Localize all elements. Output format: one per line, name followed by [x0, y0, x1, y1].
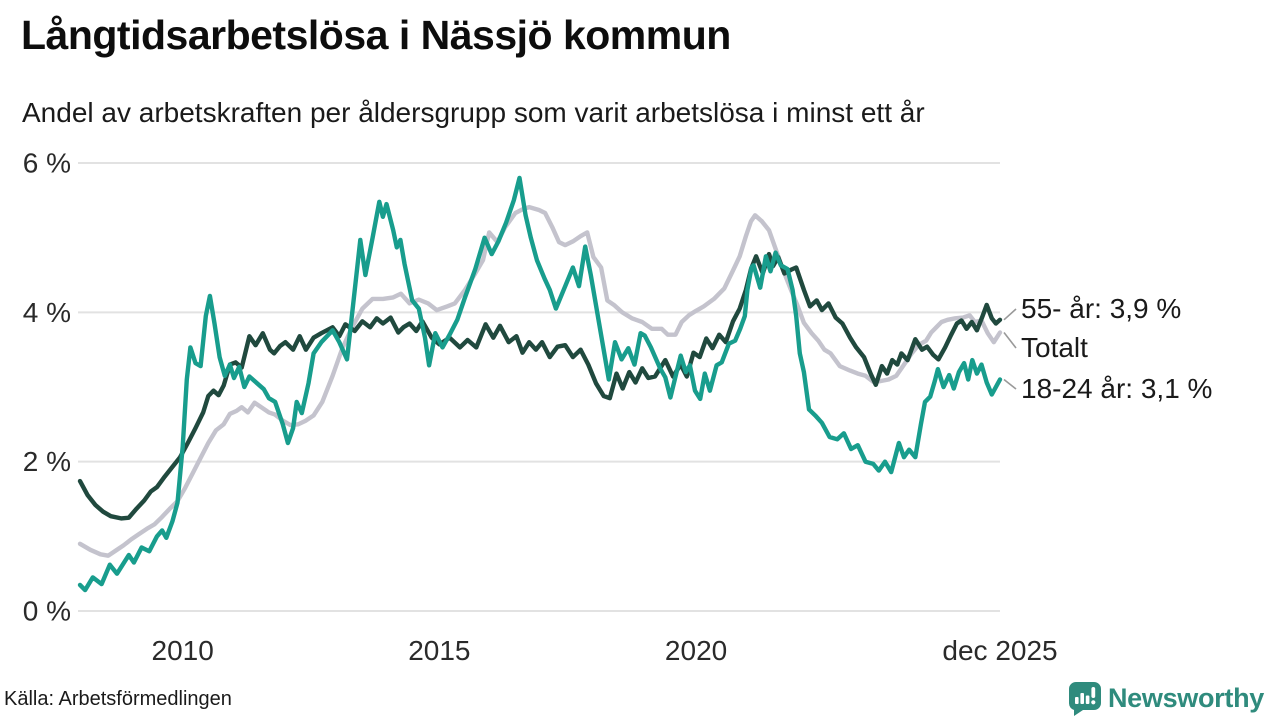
leader-line-55plus [1003, 308, 1017, 321]
series-end-label-1824: 18-24 år: 3,1 % [1021, 373, 1212, 404]
series-line-1824 [77, 175, 1003, 593]
y-tick-label: 0 % [23, 596, 71, 627]
x-tick-label: 2010 [152, 635, 214, 666]
source-attribution: Källa: Arbetsförmedlingen [4, 688, 232, 710]
chart-subtitle: Andel av arbetskraften per åldersgrupp s… [22, 97, 925, 128]
y-tick-label: 6 % [23, 148, 71, 179]
x-tick-label: 2015 [408, 635, 470, 666]
series-line-totalt [77, 204, 1003, 558]
x-tick-label: dec 2025 [942, 635, 1057, 666]
leader-line-1824 [1003, 378, 1017, 390]
page-title: Långtidsarbetslösa i Nässjö kommun [21, 12, 731, 58]
newsworthy-wordmark: Newsworthy [1107, 682, 1264, 713]
leader-line-totalt [1003, 332, 1017, 349]
y-tick-label: 4 % [23, 297, 71, 328]
series-end-label-55plus: 55- år: 3,9 % [1021, 293, 1181, 324]
series-end-label-totalt: Totalt [1021, 332, 1088, 363]
newsworthy-logo-icon [1067, 680, 1101, 716]
newsworthy-brand: Newsworthy [1067, 680, 1264, 716]
x-tick-label: 2020 [665, 635, 727, 666]
series-line-55plus [77, 251, 1003, 521]
y-tick-label: 2 % [23, 446, 71, 477]
